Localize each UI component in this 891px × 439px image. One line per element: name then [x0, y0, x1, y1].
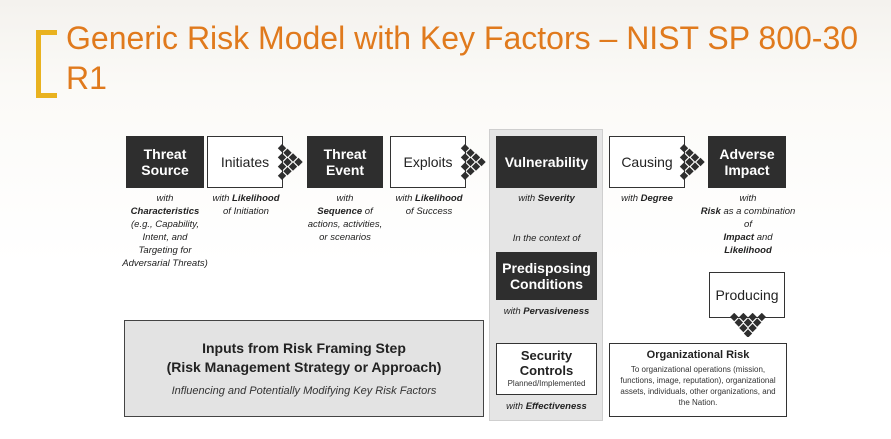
adverse-impact-box: Adverse Impact [708, 136, 786, 188]
exploits-caption: with Likelihood of Success [395, 193, 463, 217]
slide-title: Generic Risk Model with Key Factors – NI… [66, 20, 859, 96]
initiates-box: Initiates [207, 136, 283, 188]
initiates-caption: with Likelihood of Initiation [212, 193, 280, 217]
organizational-risk-heading: Organizational Risk [646, 349, 750, 361]
threat-source-box: Threat Source [126, 136, 204, 188]
threat-event-box: Threat Event [307, 136, 383, 188]
organizational-risk-box: Organizational Risk To organizational op… [609, 343, 787, 417]
security-controls-box: Security Controls Planned/Implemented [496, 343, 597, 395]
predisposing-conditions-box: Predisposing Conditions [496, 252, 597, 300]
adverse-impact-caption: with Risk as a combination of Impact and… [700, 193, 796, 256]
vulnerability-box: Vulnerability [496, 136, 597, 188]
causing-arrow-icon [679, 144, 705, 180]
exploits-arrow-icon [460, 144, 486, 180]
causing-box: Causing [609, 136, 685, 188]
inputs-heading-line2: (Risk Management Strategy or Approach) [166, 359, 442, 375]
inputs-subtitle: Influencing and Potentially Modifying Ke… [171, 385, 437, 397]
producing-box: Producing [709, 272, 785, 318]
title-bracket [36, 30, 57, 98]
threat-event-caption: with Sequence of actions, activities, or… [307, 193, 383, 243]
inputs-risk-framing-box: Inputs from Risk Framing Step (Risk Mana… [124, 320, 484, 417]
threat-source-caption: with Characteristics (e.g., Capability, … [122, 193, 208, 269]
security-controls-subtitle: Planned/Implemented [507, 379, 586, 388]
vulnerability-caption: with Severity [518, 193, 575, 204]
context-caption: In the context of [512, 233, 581, 244]
security-controls-caption: with Effectiveness [506, 401, 587, 412]
producing-arrow-icon [730, 313, 766, 337]
initiates-arrow-icon [277, 144, 303, 180]
predisposing-caption: with Pervasiveness [503, 306, 590, 317]
exploits-box: Exploits [390, 136, 466, 188]
security-controls-heading: Security Controls [519, 348, 574, 378]
causing-caption: with Degree [621, 193, 673, 204]
organizational-risk-body: To organizational operations (mission, f… [620, 365, 776, 407]
inputs-heading-line1: Inputs from Risk Framing Step [202, 340, 406, 356]
